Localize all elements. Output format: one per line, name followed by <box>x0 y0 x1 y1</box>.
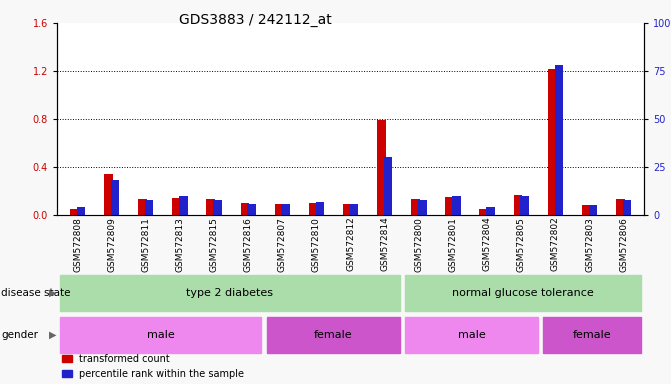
Text: gender: gender <box>1 330 38 340</box>
Bar <box>315 202 324 215</box>
Text: GSM572804: GSM572804 <box>482 217 492 271</box>
Text: GSM572809: GSM572809 <box>107 217 116 271</box>
Text: GSM572802: GSM572802 <box>551 217 560 271</box>
Text: disease state: disease state <box>1 288 71 298</box>
Text: GSM572810: GSM572810 <box>312 217 321 271</box>
Bar <box>179 196 188 215</box>
Text: type 2 diabetes: type 2 diabetes <box>187 288 273 298</box>
Text: ▶: ▶ <box>49 288 57 298</box>
Text: GSM572803: GSM572803 <box>585 217 594 271</box>
Bar <box>343 204 352 215</box>
Bar <box>267 317 400 353</box>
Bar <box>548 69 556 215</box>
Bar <box>104 174 113 215</box>
Bar <box>623 200 631 215</box>
Legend: transformed count, percentile rank within the sample: transformed count, percentile rank withi… <box>62 354 244 379</box>
Bar <box>405 317 537 353</box>
Bar <box>281 204 290 215</box>
Text: GSM572806: GSM572806 <box>619 217 628 271</box>
Bar <box>411 199 420 215</box>
Bar <box>588 205 597 215</box>
Bar <box>60 317 262 353</box>
Bar <box>172 198 180 215</box>
Bar <box>486 207 495 215</box>
Text: male: male <box>147 330 174 340</box>
Bar <box>554 65 563 215</box>
Text: female: female <box>314 330 353 340</box>
Text: GSM572811: GSM572811 <box>142 217 150 271</box>
Bar <box>145 200 154 215</box>
Text: GSM572813: GSM572813 <box>175 217 185 271</box>
Text: GDS3883 / 242112_at: GDS3883 / 242112_at <box>178 13 331 27</box>
Text: GSM572807: GSM572807 <box>278 217 287 271</box>
Text: GSM572801: GSM572801 <box>448 217 458 271</box>
Bar <box>384 157 393 215</box>
Bar <box>111 180 119 215</box>
Bar <box>248 204 256 215</box>
Bar <box>213 200 221 215</box>
Text: GSM572800: GSM572800 <box>415 217 423 271</box>
Text: male: male <box>458 330 485 340</box>
Bar <box>274 204 283 215</box>
Bar <box>582 205 590 215</box>
Bar <box>405 275 641 311</box>
Bar <box>616 199 625 215</box>
Bar <box>309 203 317 215</box>
Bar <box>418 200 427 215</box>
Bar <box>60 275 400 311</box>
Text: normal glucose tolerance: normal glucose tolerance <box>452 288 594 298</box>
Text: GSM572808: GSM572808 <box>73 217 82 271</box>
Text: GSM572812: GSM572812 <box>346 217 355 271</box>
Text: female: female <box>573 330 612 340</box>
Text: GSM572805: GSM572805 <box>517 217 526 271</box>
Bar <box>138 199 147 215</box>
Text: GSM572815: GSM572815 <box>209 217 219 271</box>
Bar <box>513 195 522 215</box>
Bar <box>377 120 386 215</box>
Bar <box>452 196 461 215</box>
Bar <box>446 197 454 215</box>
Bar <box>480 209 488 215</box>
Text: GSM572814: GSM572814 <box>380 217 389 271</box>
Bar <box>207 199 215 215</box>
Bar <box>544 317 641 353</box>
Bar <box>521 196 529 215</box>
Bar <box>240 203 249 215</box>
Text: GSM572816: GSM572816 <box>244 217 253 271</box>
Bar <box>350 204 358 215</box>
Bar <box>76 207 85 215</box>
Text: ▶: ▶ <box>49 330 57 340</box>
Bar <box>70 209 79 215</box>
